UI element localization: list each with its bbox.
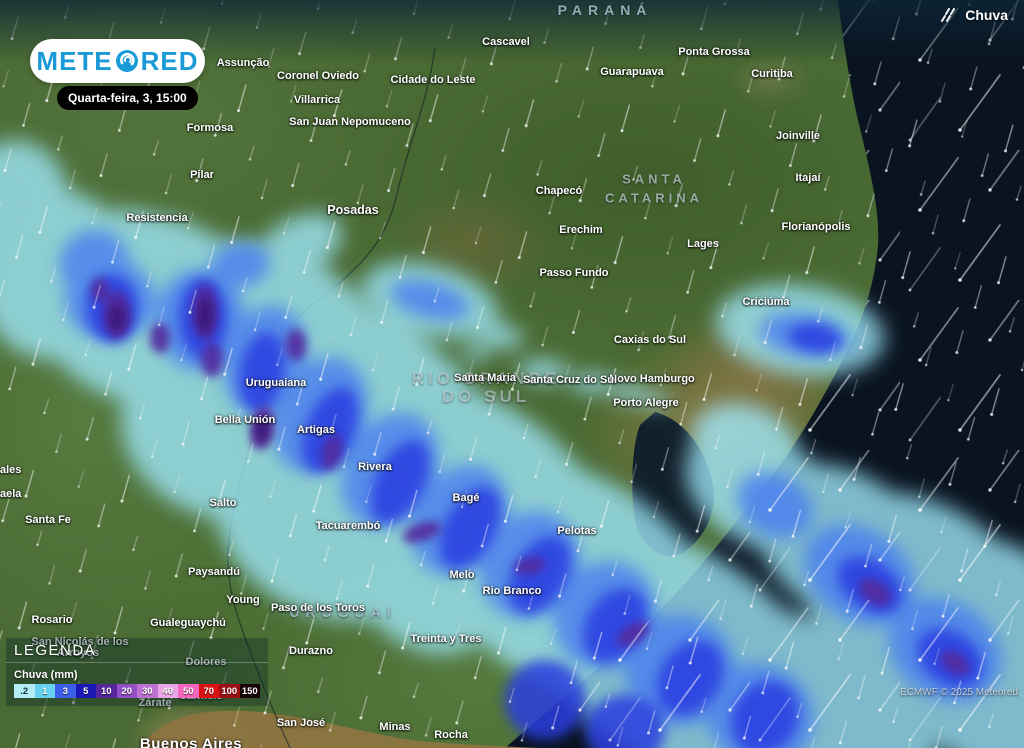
attribution: ECMWF © 2025 Meteored bbox=[900, 687, 1018, 698]
legend-scale-cell: 5 bbox=[75, 684, 96, 698]
legend-color-scale: .2 1 3 5 10 20 30 40 50 70 100 150 bbox=[14, 684, 260, 698]
wind-streaks-ocean bbox=[505, 0, 1024, 748]
meteored-logo[interactable]: METE RED bbox=[30, 39, 205, 83]
layer-label: Chuva bbox=[965, 7, 1008, 23]
legend-scale-cell: 150 bbox=[239, 684, 260, 698]
legend-scale-cell: 70 bbox=[198, 684, 219, 698]
legend-scale-cell: 50 bbox=[178, 684, 199, 698]
legend-scale-cell: 100 bbox=[219, 684, 240, 698]
legend-unit-label: Chuva (mm) bbox=[14, 669, 78, 681]
legend-scale-cell: .2 bbox=[14, 684, 35, 698]
legend-scale-cell: 3 bbox=[55, 684, 76, 698]
legend-panel: LEGENDA Chuva (mm) .2 1 3 5 10 20 30 40 50 70 100 1… bbox=[6, 638, 268, 706]
legend-scale-cell: 20 bbox=[116, 684, 137, 698]
meteored-o-icon bbox=[115, 50, 138, 72]
date-badge: Quarta-feira, 3, 15:00 bbox=[57, 86, 198, 110]
rain-icon bbox=[941, 8, 956, 22]
layer-indicator[interactable]: Chuva bbox=[938, 7, 1008, 23]
legend-scale-cell: 1 bbox=[34, 684, 55, 698]
legend-scale-cell: 10 bbox=[96, 684, 117, 698]
legend-title: LEGENDA bbox=[6, 638, 268, 663]
logo-text: RED bbox=[140, 45, 199, 76]
legend-scale-cell: 40 bbox=[157, 684, 178, 698]
logo-text: METE bbox=[36, 45, 113, 76]
legend-scale-cell: 30 bbox=[137, 684, 158, 698]
